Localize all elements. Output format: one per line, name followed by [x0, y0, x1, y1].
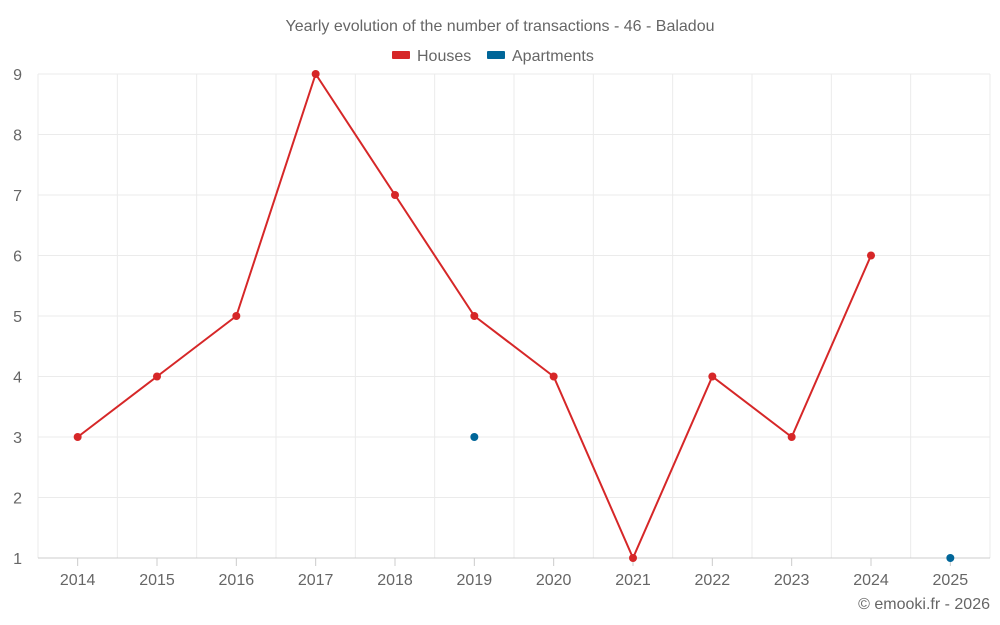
y-tick-label: 2: [13, 491, 22, 508]
x-tick-label: 2018: [377, 572, 413, 589]
x-tick-label: 2014: [60, 572, 96, 589]
data-point-houses[interactable]: [470, 312, 479, 320]
chart-title: Yearly evolution of the number of transa…: [286, 18, 715, 35]
data-point-houses[interactable]: [153, 372, 161, 381]
y-tick-label: 6: [13, 249, 22, 266]
y-tick-label: 5: [13, 309, 22, 326]
legend-label-apartments: Apartments: [512, 48, 594, 65]
y-tick-label: 1: [13, 551, 22, 568]
data-point-houses[interactable]: [549, 372, 558, 381]
data-point-houses[interactable]: [708, 372, 717, 381]
legend-swatch-apartments: [487, 51, 505, 59]
series-apartments: [470, 433, 955, 562]
y-tick-label: 7: [13, 188, 22, 205]
credit-text: © emooki.fr - 2026: [858, 596, 990, 613]
x-tick-label: 2016: [219, 572, 255, 589]
y-tick-label: 9: [13, 67, 22, 84]
data-point-houses[interactable]: [787, 433, 796, 441]
grid: [37, 73, 991, 558]
legend-item-houses[interactable]: Houses: [392, 48, 471, 65]
series-houses: [73, 70, 875, 562]
axes: 1 2 3 4 5 6 7 8 9 2014 2015 2016 2017 2018 2019 2020 202…: [13, 67, 990, 589]
data-point-houses[interactable]: [867, 251, 875, 260]
data-point-houses[interactable]: [391, 191, 399, 199]
x-tick-label: 2021: [615, 572, 651, 589]
data-point-houses[interactable]: [629, 554, 637, 562]
legend: Houses Apartments: [392, 48, 594, 65]
y-tick-label: 8: [13, 128, 22, 145]
x-tick-label: 2017: [298, 572, 334, 589]
legend-swatch-houses: [392, 51, 410, 59]
data-point-houses[interactable]: [232, 312, 241, 320]
x-tick-label: 2025: [933, 572, 969, 589]
x-tick-label: 2023: [774, 572, 810, 589]
x-tick-label: 2019: [457, 572, 493, 589]
data-point-houses[interactable]: [73, 433, 82, 441]
x-tick-label: 2020: [536, 572, 572, 589]
legend-item-apartments[interactable]: Apartments: [487, 48, 594, 65]
x-tick-label: 2022: [695, 572, 731, 589]
series: [73, 70, 955, 562]
legend-label-houses: Houses: [417, 48, 471, 65]
y-tick-label: 3: [13, 430, 22, 447]
x-tick-label: 2024: [853, 572, 889, 589]
data-point-apartments[interactable]: [470, 433, 479, 441]
data-point-houses[interactable]: [311, 70, 320, 78]
data-point-apartments[interactable]: [946, 554, 955, 562]
y-tick-label: 4: [13, 370, 22, 387]
x-tick-label: 2015: [139, 572, 175, 589]
